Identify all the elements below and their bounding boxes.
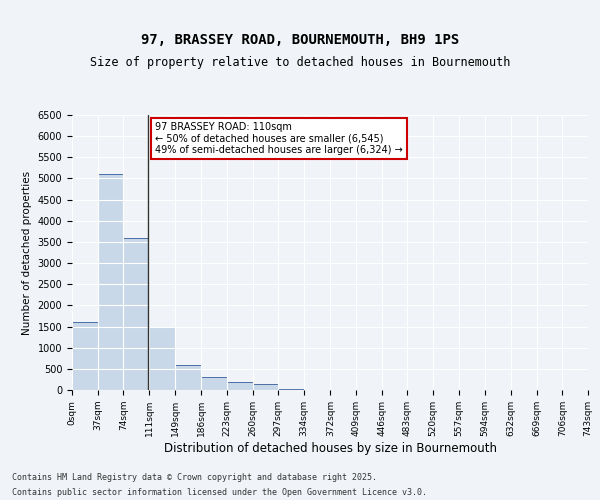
X-axis label: Distribution of detached houses by size in Bournemouth: Distribution of detached houses by size … (163, 442, 497, 454)
Bar (253, 384, 278, 390)
Text: Size of property relative to detached houses in Bournemouth: Size of property relative to detached ho… (90, 56, 510, 69)
Text: Contains public sector information licensed under the Open Government Licence v3: Contains public sector information licen… (12, 488, 427, 497)
Bar (98, 174, 124, 390)
Text: 97 BRASSEY ROAD: 110sqm
← 50% of detached houses are smaller (6,545)
49% of semi: 97 BRASSEY ROAD: 110sqm ← 50% of detache… (155, 122, 403, 155)
Y-axis label: Number of detached properties: Number of detached properties (22, 170, 32, 334)
Bar (278, 388, 304, 390)
Text: 97, BRASSEY ROAD, BOURNEMOUTH, BH9 1PS: 97, BRASSEY ROAD, BOURNEMOUTH, BH9 1PS (141, 33, 459, 47)
Bar (175, 364, 201, 390)
Bar (72, 322, 98, 390)
Text: Contains HM Land Registry data © Crown copyright and database right 2025.: Contains HM Land Registry data © Crown c… (12, 473, 377, 482)
Bar (149, 326, 175, 390)
Bar (227, 382, 253, 390)
Bar (124, 238, 149, 390)
Bar (201, 378, 227, 390)
